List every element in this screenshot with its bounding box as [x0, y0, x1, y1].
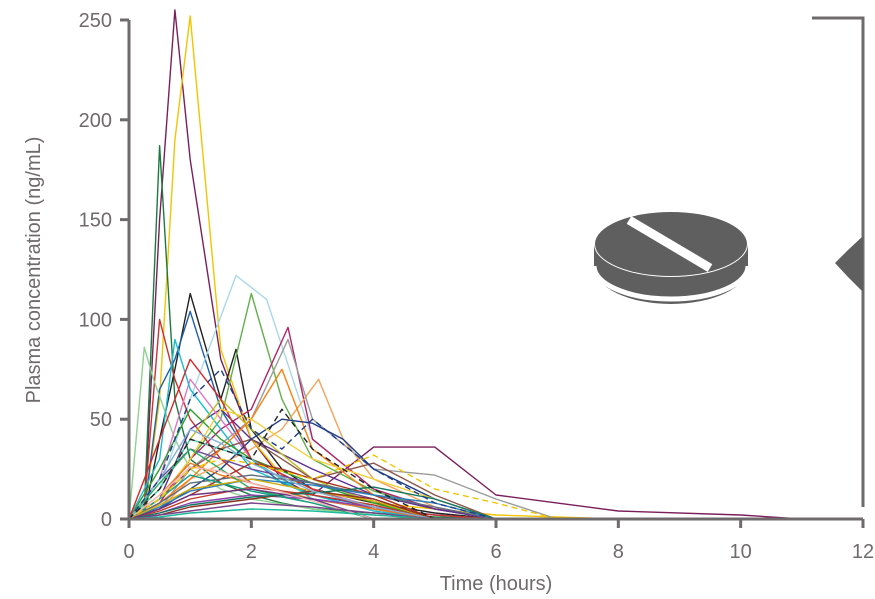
bracket-annotation — [812, 16, 865, 507]
series-line-40 — [128, 508, 435, 520]
x-tick-label: 0 — [123, 541, 134, 563]
series-line-29 — [128, 478, 497, 520]
series-layer — [128, 9, 802, 520]
y-tick-label: 50 — [90, 409, 112, 431]
x-axis-title: Time (hours) — [440, 573, 553, 595]
x-tick-label: 2 — [246, 541, 257, 563]
series-line-12 — [128, 338, 558, 520]
series-line-42 — [128, 454, 558, 520]
series-line-30 — [128, 486, 435, 520]
x-tick-label: 6 — [490, 541, 501, 563]
y-tick-label: 250 — [79, 10, 112, 32]
y-tick-label: 150 — [79, 210, 112, 232]
y-axis-title: Plasma concentration (ng/mL) — [23, 137, 45, 404]
y-tick-label: 0 — [101, 509, 112, 531]
series-line-41 — [128, 368, 497, 520]
series-line-22 — [128, 448, 436, 520]
x-tick-label: 8 — [613, 541, 624, 563]
x-tick-label: 4 — [368, 541, 379, 563]
series-line-37 — [128, 428, 435, 520]
series-line-32 — [128, 474, 374, 520]
x-tick-label: 12 — [852, 541, 874, 563]
x-tick-label: 10 — [730, 541, 752, 563]
series-line-39 — [128, 502, 435, 520]
series-line-26 — [128, 474, 497, 520]
tablet-pill-icon — [591, 211, 751, 304]
series-line-38 — [128, 466, 374, 520]
series-line-17 — [128, 438, 497, 520]
series-line-43 — [128, 408, 436, 520]
series-line-36 — [128, 488, 374, 520]
bracket-line — [812, 16, 865, 507]
bracket-pointer — [835, 236, 863, 292]
series-line-33 — [128, 478, 435, 520]
y-tick-label: 100 — [79, 309, 112, 331]
ticks-layer: 0 2 4 6 8 10 12 0 50 100 150 200 250 — [79, 10, 875, 563]
y-tick-label: 200 — [79, 110, 112, 132]
